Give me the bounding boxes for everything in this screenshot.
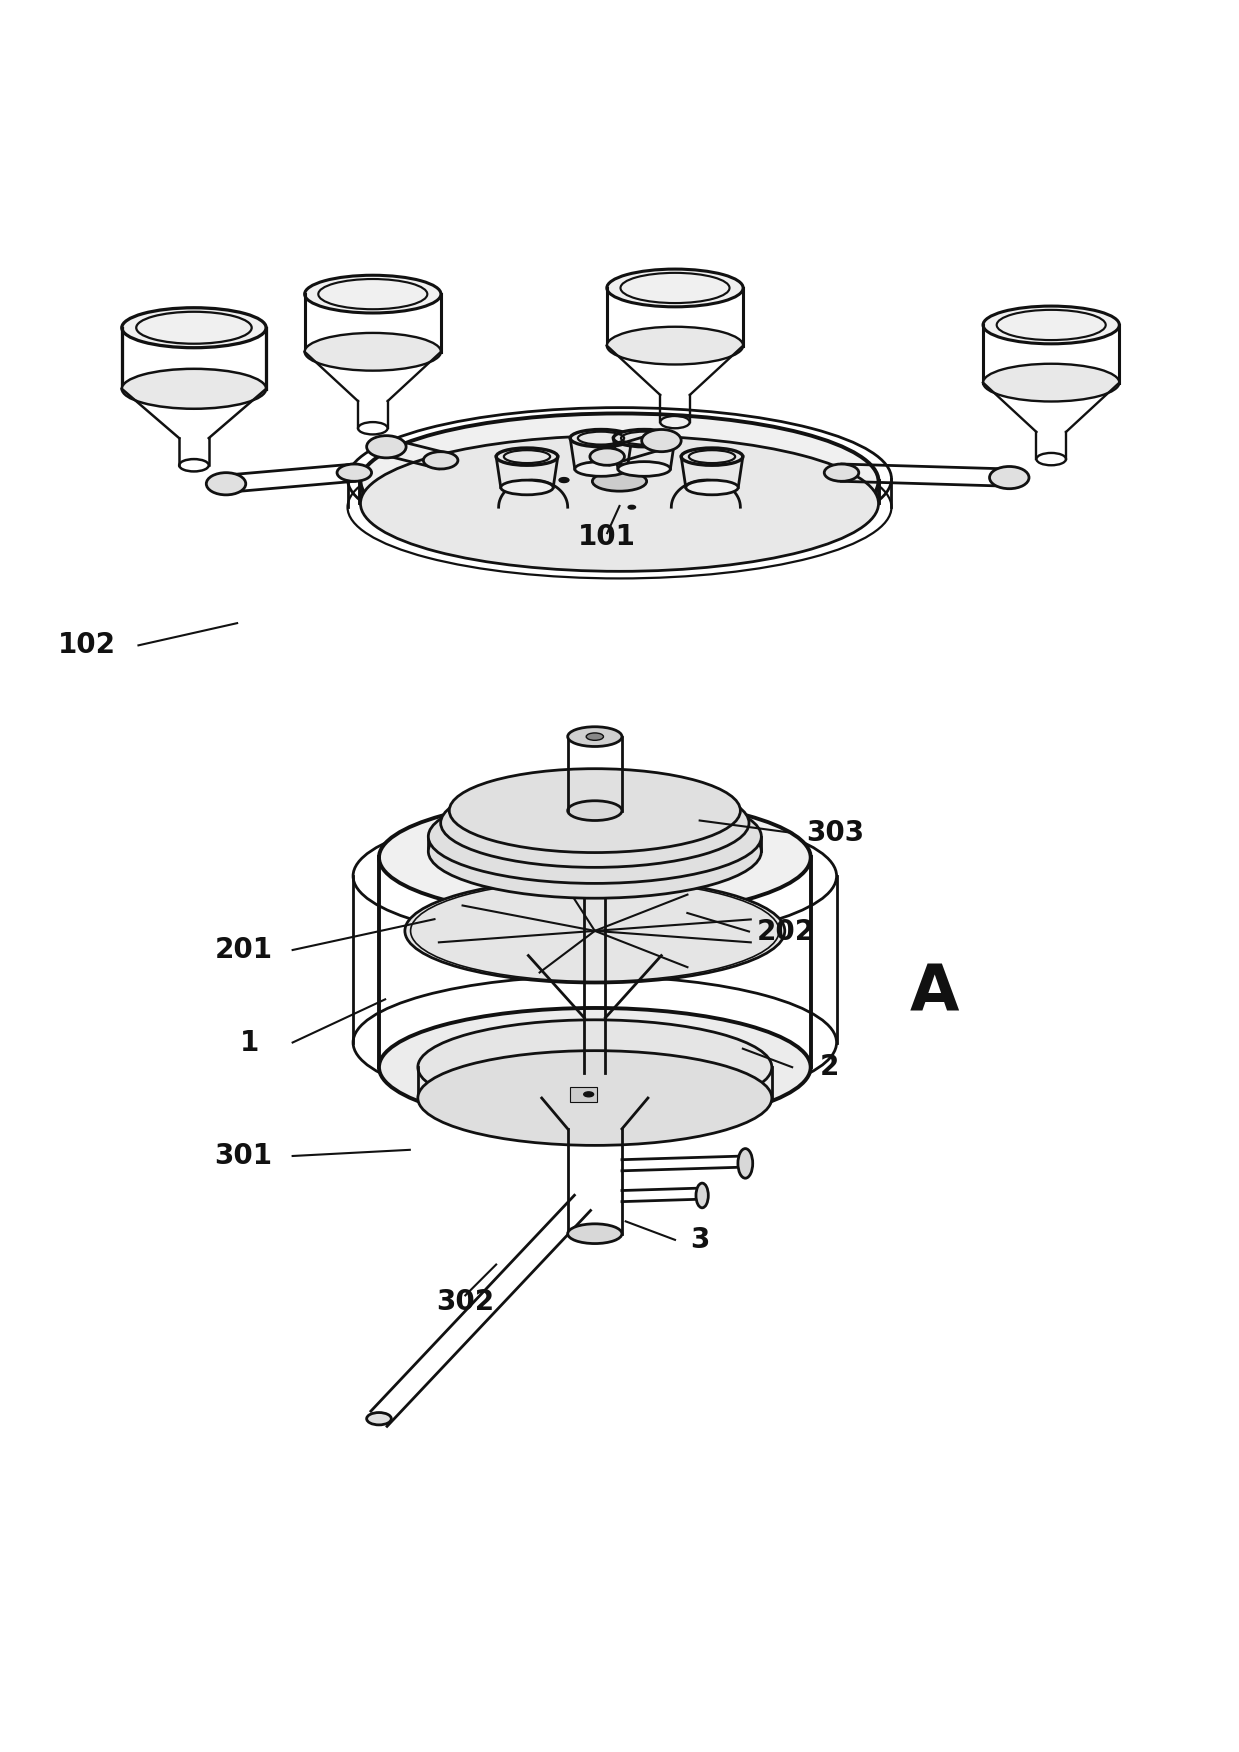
- Text: 301: 301: [214, 1142, 273, 1170]
- Ellipse shape: [618, 461, 670, 477]
- Ellipse shape: [686, 480, 738, 494]
- Ellipse shape: [379, 1007, 810, 1127]
- Ellipse shape: [607, 270, 743, 307]
- Text: 303: 303: [807, 818, 865, 846]
- Text: 3: 3: [690, 1226, 710, 1254]
- Ellipse shape: [361, 436, 878, 571]
- Text: 302: 302: [436, 1288, 494, 1316]
- Ellipse shape: [990, 466, 1030, 489]
- Ellipse shape: [337, 464, 372, 482]
- Ellipse shape: [405, 880, 784, 983]
- Ellipse shape: [567, 727, 622, 746]
- Ellipse shape: [559, 478, 569, 482]
- Ellipse shape: [450, 769, 741, 853]
- Ellipse shape: [983, 364, 1119, 401]
- Ellipse shape: [607, 326, 743, 364]
- Ellipse shape: [121, 370, 266, 408]
- Ellipse shape: [367, 436, 406, 457]
- Ellipse shape: [590, 449, 624, 466]
- Ellipse shape: [586, 732, 603, 741]
- Ellipse shape: [642, 429, 681, 452]
- Ellipse shape: [418, 1051, 772, 1146]
- Ellipse shape: [567, 801, 622, 820]
- Text: 201: 201: [214, 936, 273, 964]
- Ellipse shape: [367, 1412, 392, 1424]
- Ellipse shape: [496, 449, 558, 466]
- Ellipse shape: [570, 429, 632, 447]
- Ellipse shape: [824, 464, 859, 482]
- Ellipse shape: [681, 449, 743, 466]
- Ellipse shape: [441, 778, 750, 867]
- Ellipse shape: [379, 799, 810, 916]
- Ellipse shape: [696, 1183, 709, 1207]
- Ellipse shape: [592, 471, 647, 491]
- Ellipse shape: [424, 452, 458, 470]
- Ellipse shape: [121, 308, 266, 347]
- Text: 101: 101: [579, 522, 636, 550]
- Ellipse shape: [983, 307, 1119, 343]
- Ellipse shape: [305, 333, 441, 371]
- Ellipse shape: [575, 461, 627, 477]
- Ellipse shape: [418, 1020, 772, 1114]
- Ellipse shape: [628, 505, 636, 510]
- Ellipse shape: [584, 1091, 593, 1097]
- Ellipse shape: [305, 275, 441, 314]
- Bar: [570, 1086, 597, 1102]
- Text: 2: 2: [819, 1053, 839, 1081]
- Ellipse shape: [501, 480, 553, 494]
- Text: 102: 102: [58, 631, 115, 659]
- Ellipse shape: [567, 1225, 622, 1244]
- Text: 202: 202: [757, 918, 815, 946]
- Ellipse shape: [613, 429, 675, 447]
- Ellipse shape: [207, 473, 245, 494]
- Ellipse shape: [429, 804, 761, 899]
- Text: A: A: [909, 962, 959, 1025]
- Ellipse shape: [738, 1149, 753, 1177]
- Text: 1: 1: [240, 1028, 259, 1056]
- Ellipse shape: [361, 413, 878, 548]
- Ellipse shape: [429, 790, 761, 883]
